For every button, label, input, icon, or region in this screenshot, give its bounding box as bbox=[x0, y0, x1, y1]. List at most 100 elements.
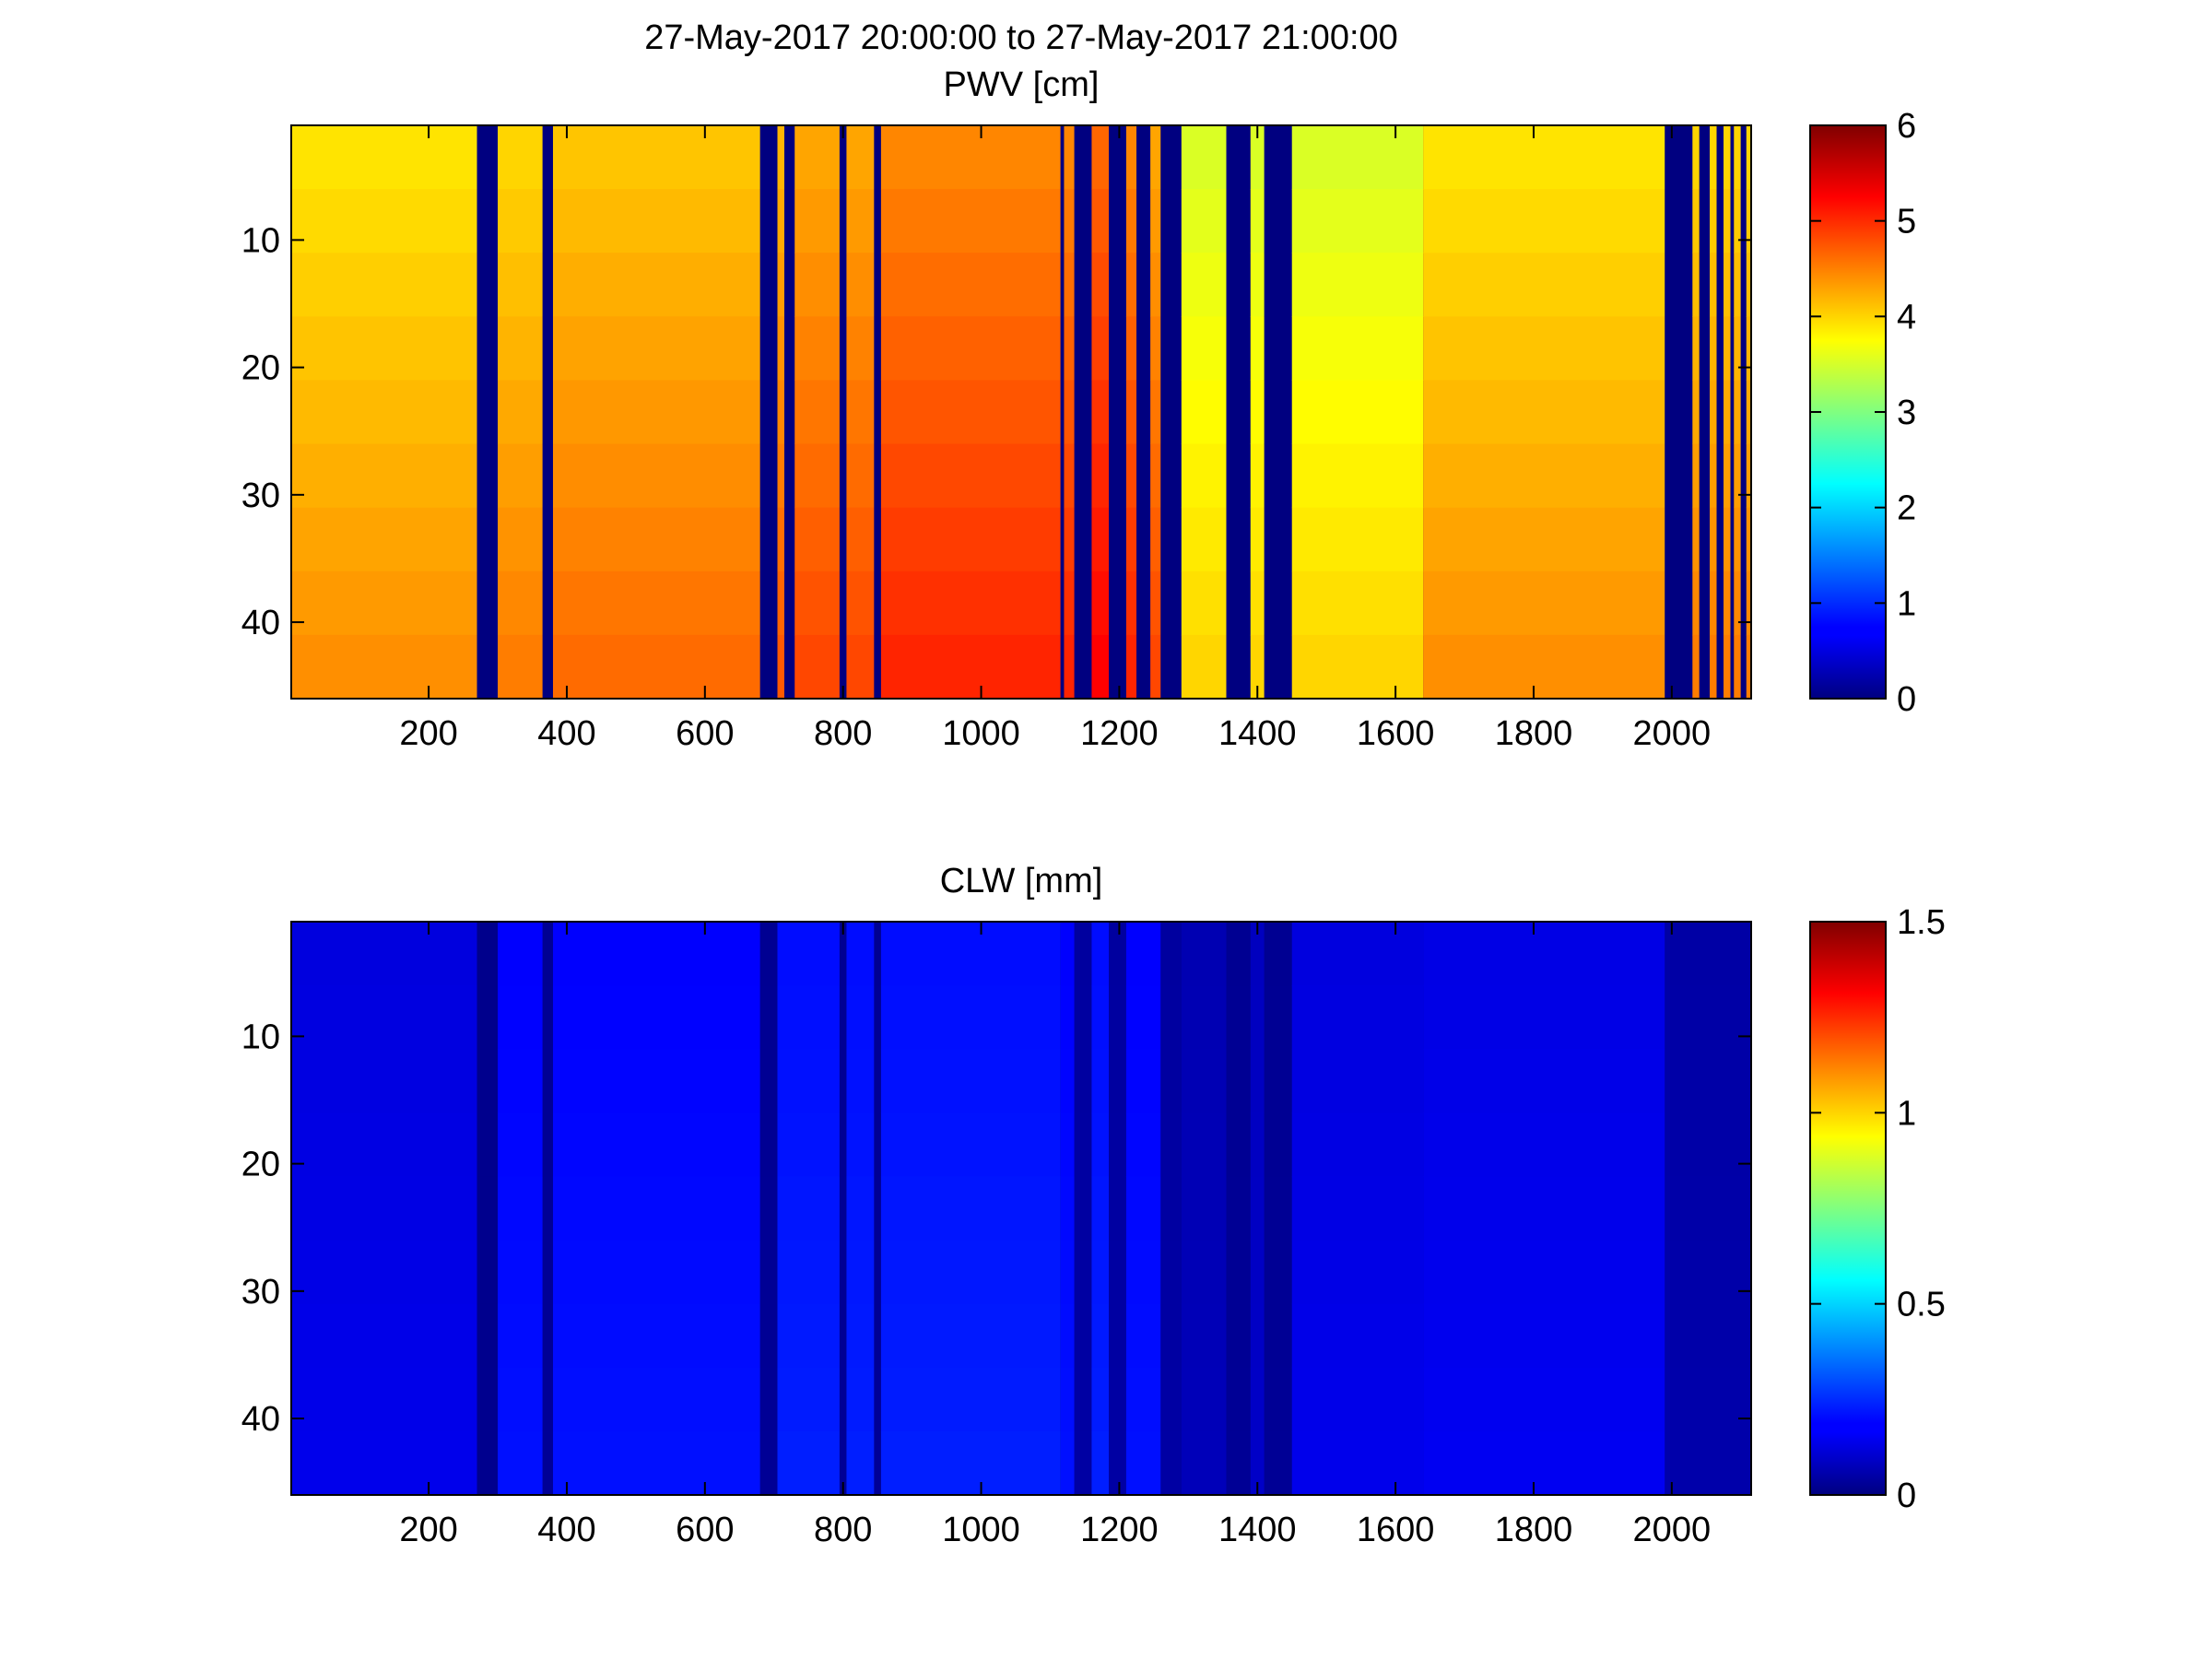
heatmap-cell bbox=[846, 1112, 875, 1177]
heatmap-cell bbox=[1226, 1240, 1251, 1305]
heatmap-cell bbox=[542, 507, 553, 572]
heatmap-cell bbox=[291, 380, 477, 445]
heatmap-cell bbox=[1665, 985, 1751, 1050]
heatmap-cell bbox=[1109, 507, 1126, 572]
heatmap-cell bbox=[1716, 125, 1724, 190]
heatmap-cell bbox=[1724, 253, 1731, 317]
heatmap-cell bbox=[1060, 1176, 1075, 1241]
heatmap-cell bbox=[794, 316, 840, 381]
heatmap-cell bbox=[1226, 507, 1251, 572]
heatmap-cell bbox=[846, 1176, 875, 1241]
heatmap-cell bbox=[1710, 507, 1717, 572]
heatmap-cell bbox=[1250, 507, 1265, 572]
heatmap-cell bbox=[1181, 380, 1227, 445]
heatmap-cell bbox=[1716, 634, 1724, 700]
heatmap-cell bbox=[1423, 1112, 1665, 1177]
heatmap-cell bbox=[759, 1112, 778, 1177]
heatmap-cell bbox=[777, 1176, 840, 1241]
heatmap-cell bbox=[1226, 1176, 1251, 1241]
heatmap-cell bbox=[1692, 443, 1700, 509]
y-tick-label: 30 bbox=[241, 477, 280, 515]
heatmap-cell bbox=[542, 634, 553, 700]
heatmap-cell bbox=[552, 380, 760, 445]
heatmap-cell bbox=[542, 1303, 553, 1369]
heatmap-cell bbox=[1264, 443, 1292, 509]
heatmap-cell bbox=[1074, 922, 1092, 986]
heatmap-cell bbox=[1724, 316, 1731, 381]
heatmap-cell bbox=[477, 1367, 499, 1432]
heatmap-cell bbox=[1074, 634, 1092, 700]
heatmap-cell bbox=[1160, 1112, 1182, 1177]
heatmap-cell bbox=[498, 1112, 543, 1177]
heatmap-cell bbox=[1250, 443, 1265, 509]
heatmap-cell bbox=[291, 1049, 477, 1113]
pwv-title: PWV [cm] bbox=[944, 65, 1100, 104]
heatmap-cell bbox=[1291, 125, 1424, 190]
colorbar-tick-label: 6 bbox=[1897, 107, 1916, 146]
heatmap-cell bbox=[1160, 634, 1182, 700]
heatmap-cell bbox=[1181, 985, 1227, 1050]
heatmap-cell bbox=[1150, 253, 1161, 317]
heatmap-cell bbox=[874, 571, 881, 636]
heatmap-cell bbox=[1060, 1303, 1075, 1369]
heatmap-cell bbox=[794, 253, 840, 317]
heatmap-cell bbox=[552, 634, 760, 700]
heatmap-cell bbox=[1730, 507, 1735, 572]
heatmap-cell bbox=[1074, 985, 1092, 1050]
heatmap-cell bbox=[759, 189, 778, 253]
heatmap-cell bbox=[1160, 253, 1182, 317]
heatmap-cell bbox=[1091, 1367, 1110, 1432]
heatmap-cell bbox=[777, 189, 784, 253]
heatmap-cell bbox=[542, 253, 553, 317]
heatmap-cell bbox=[1109, 634, 1126, 700]
heatmap-cell bbox=[1710, 253, 1717, 317]
heatmap-cell bbox=[1291, 634, 1424, 700]
heatmap-cell bbox=[839, 985, 847, 1050]
heatmap-cell bbox=[1109, 922, 1126, 986]
heatmap-cell bbox=[1699, 316, 1711, 381]
heatmap-cell bbox=[880, 507, 1061, 572]
heatmap-cell bbox=[794, 443, 840, 509]
heatmap-cell bbox=[777, 316, 784, 381]
heatmap-cell bbox=[1125, 985, 1161, 1050]
heatmap-cell bbox=[1181, 1303, 1227, 1369]
clw-x-ticks: 200 400 600 800 1000 1200 1400 1600 1800 2000 bbox=[399, 922, 1711, 1549]
heatmap-cell bbox=[1060, 316, 1065, 381]
heatmap-cell bbox=[1423, 1240, 1665, 1305]
pwv-heatmap bbox=[291, 125, 1751, 700]
heatmap-cell bbox=[1740, 571, 1747, 636]
clw-colorbar-ticks: 0 0.5 1 1.5 bbox=[1810, 903, 1946, 1515]
heatmap-cell bbox=[839, 571, 847, 636]
heatmap-cell bbox=[1250, 1112, 1265, 1177]
heatmap-cell bbox=[1074, 189, 1092, 253]
heatmap-cell bbox=[846, 922, 875, 986]
heatmap-cell bbox=[1291, 1240, 1424, 1305]
heatmap-cell bbox=[839, 634, 847, 700]
heatmap-cell bbox=[477, 1176, 499, 1241]
x-tick-label: 1200 bbox=[1080, 714, 1159, 753]
heatmap-cell bbox=[794, 125, 840, 190]
heatmap-cell bbox=[1125, 1367, 1161, 1432]
x-tick-label: 1400 bbox=[1218, 714, 1297, 753]
heatmap-cell bbox=[1226, 380, 1251, 445]
x-tick-label: 400 bbox=[537, 1511, 595, 1549]
heatmap-cell bbox=[1125, 922, 1161, 986]
heatmap-cell bbox=[1746, 443, 1751, 509]
heatmap-cell bbox=[1091, 443, 1110, 509]
heatmap-cell bbox=[1074, 1112, 1092, 1177]
heatmap-cell bbox=[1291, 1112, 1424, 1177]
heatmap-cell bbox=[1746, 125, 1751, 190]
heatmap-cell bbox=[777, 571, 784, 636]
heatmap-cell bbox=[1064, 634, 1075, 700]
heatmap-cell bbox=[1181, 443, 1227, 509]
heatmap-cell bbox=[1136, 125, 1151, 190]
heatmap-cell bbox=[1181, 571, 1227, 636]
heatmap-cell bbox=[1109, 985, 1126, 1050]
heatmap-cell bbox=[846, 380, 875, 445]
heatmap-cell bbox=[1181, 253, 1227, 317]
heatmap-cell bbox=[1734, 380, 1741, 445]
heatmap-cell bbox=[1699, 380, 1711, 445]
heatmap-cell bbox=[794, 507, 840, 572]
heatmap-cell bbox=[1226, 125, 1251, 190]
heatmap-cell bbox=[552, 316, 760, 381]
